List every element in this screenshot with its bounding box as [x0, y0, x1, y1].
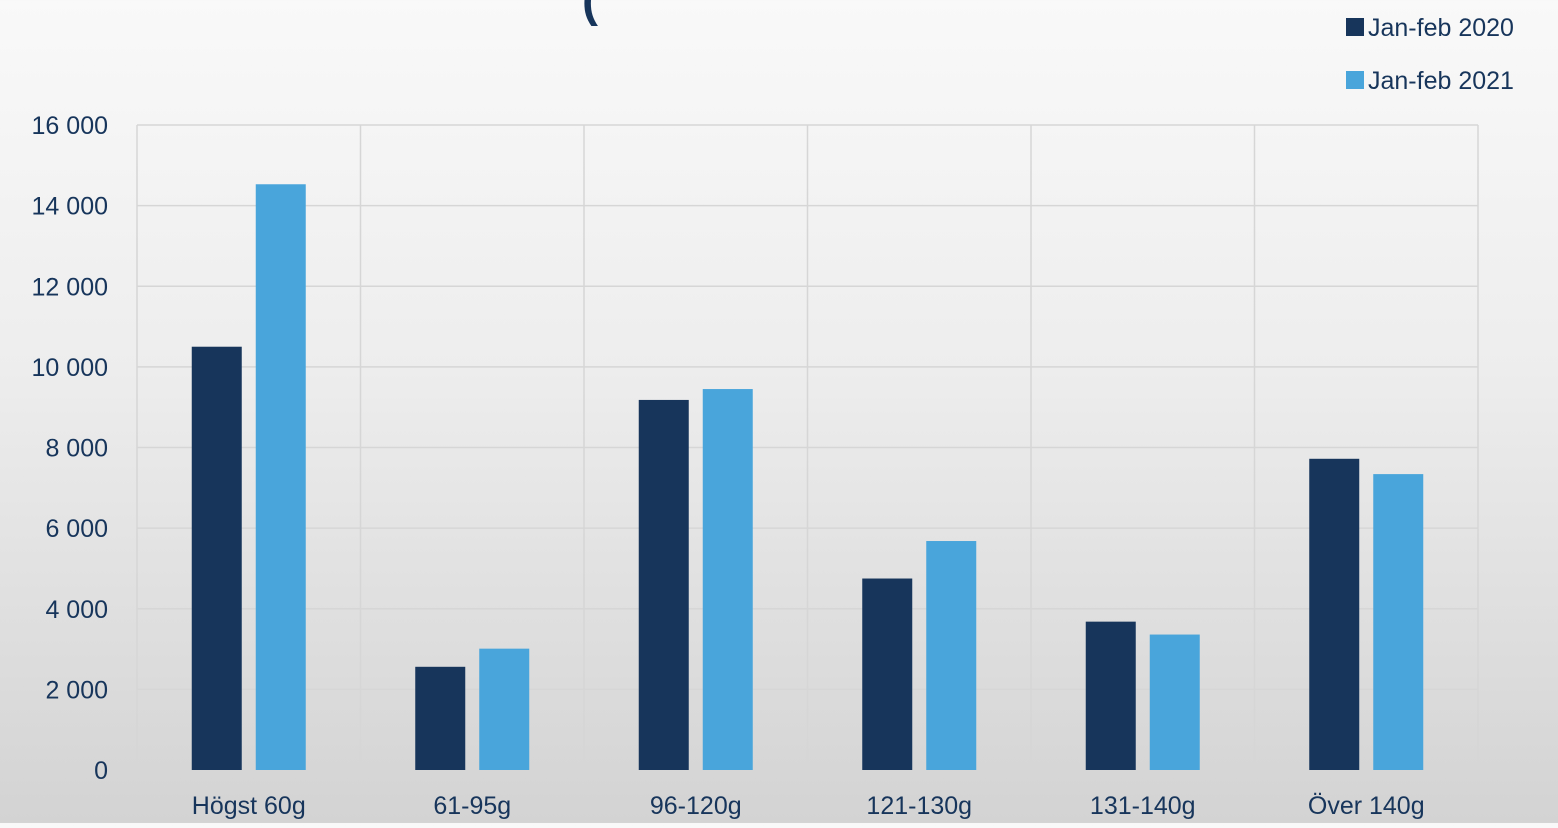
y-tick-label: 6 000 [45, 515, 108, 543]
bar-jan-feb-2020 [1085, 621, 1136, 770]
legend-swatch [1346, 71, 1364, 89]
bar-jan-feb-2021 [926, 541, 977, 770]
y-tick-label: 10 000 [32, 354, 108, 382]
bar-jan-feb-2020 [638, 399, 689, 770]
bar-jan-feb-2020 [862, 578, 913, 770]
legend-swatch [1346, 18, 1364, 36]
bar-jan-feb-2021 [702, 389, 753, 770]
bar-jan-feb-2021 [1373, 474, 1424, 770]
legend-label: Jan-feb 2021 [1368, 67, 1514, 95]
x-tick-label: 121-130g [866, 792, 972, 820]
y-tick-label: 0 [94, 757, 108, 785]
x-tick-label: Över 140g [1308, 792, 1425, 820]
x-tick-label: 131-140g [1090, 792, 1196, 820]
y-tick-label: 4 000 [45, 596, 108, 624]
y-tick-label: 16 000 [32, 112, 108, 140]
bar-jan-feb-2020 [1309, 458, 1360, 770]
bar-jan-feb-2021 [255, 184, 306, 770]
bar-jan-feb-2020 [191, 346, 242, 770]
y-tick-label: 14 000 [32, 193, 108, 221]
y-tick-label: 2 000 [45, 676, 108, 704]
chart-title: ( [582, 0, 598, 27]
bar-jan-feb-2020 [415, 666, 466, 770]
x-tick-label: 61-95g [433, 792, 511, 820]
y-tick-label: 8 000 [45, 435, 108, 463]
bar-jan-feb-2021 [1149, 634, 1200, 770]
y-tick-label: 12 000 [32, 273, 108, 301]
legend-label: Jan-feb 2020 [1368, 14, 1514, 42]
x-tick-label: 96-120g [650, 792, 742, 820]
bar-jan-feb-2021 [479, 648, 530, 770]
x-tick-label: Högst 60g [192, 792, 306, 820]
